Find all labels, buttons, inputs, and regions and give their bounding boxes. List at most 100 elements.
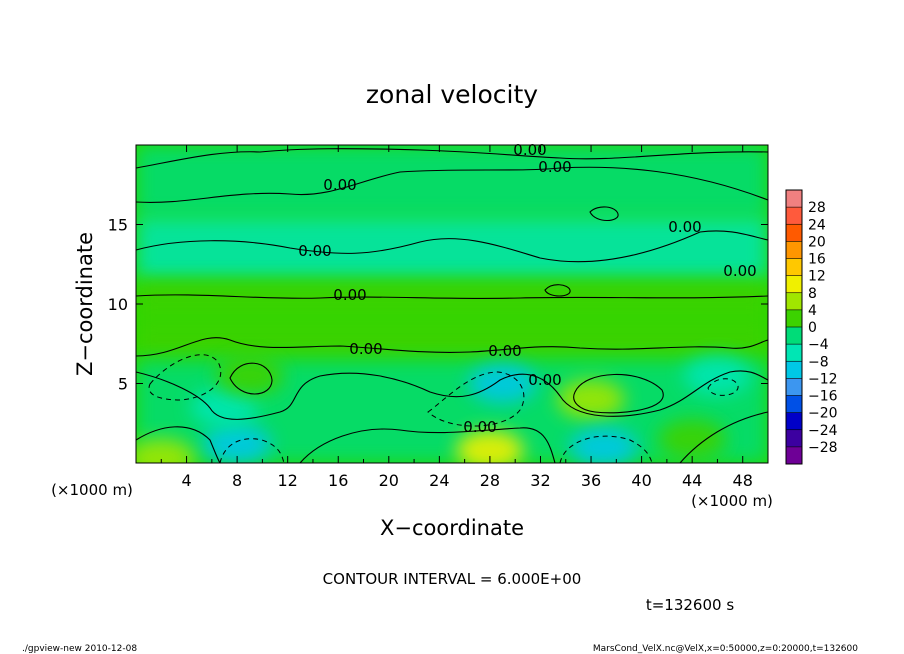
footer-right: MarsCond_VelX.nc@VelX,x=0:50000,z=0:2000…: [593, 644, 858, 654]
colorbar-segment: [786, 395, 802, 413]
contour-label: 0.00: [528, 371, 561, 389]
field-band: [136, 145, 768, 217]
y-unit-label: (×1000 m): [51, 481, 133, 499]
contour-line: [135, 426, 221, 464]
colorbar-label: 4: [808, 303, 817, 319]
contour-lines: [135, 148, 769, 464]
contour-line: [299, 427, 556, 464]
y-tick-label: 10: [108, 295, 128, 314]
x-tick-label: 4: [181, 471, 191, 490]
contour-label: 0.00: [668, 218, 701, 236]
contour-label: 0.00: [333, 286, 366, 304]
colorbar-segment: [786, 378, 802, 396]
colorbar-segment: [786, 258, 802, 276]
y-tick-label: 5: [118, 375, 128, 394]
colorbar-label: −24: [808, 423, 838, 439]
field-feature: [455, 430, 524, 463]
y-axis-label: Z−coordinate: [73, 232, 97, 376]
colorbar-label: −16: [808, 389, 838, 405]
colorbar-segment: [786, 241, 802, 259]
field-feature: [190, 387, 259, 428]
field-feature: [557, 379, 626, 420]
colorbar-segment: [786, 327, 802, 345]
contour-label: 0.00: [463, 418, 496, 436]
x-axis: 4 8 12 16 20 24 28 32 36 40 44 48: [160, 145, 753, 490]
colorbar-label: 24: [808, 217, 826, 233]
x-tick-label: 16: [328, 471, 348, 490]
contour-line: [135, 370, 769, 420]
x-tick-label: 24: [429, 471, 449, 490]
negative-contours: [148, 354, 739, 464]
x-tick-label: 48: [733, 471, 753, 490]
chart-title: zonal velocity: [366, 80, 538, 109]
field-band: [136, 216, 768, 281]
x-tick-label: 40: [631, 471, 651, 490]
contour-line-negative: [148, 354, 222, 401]
colorbar-segment: [786, 412, 802, 430]
field-feature: [203, 423, 272, 463]
contour-line: [229, 362, 273, 395]
field-feature: [569, 427, 638, 463]
contour-label: 0.00: [723, 262, 756, 280]
contour-label: 0.00: [298, 242, 331, 260]
x-axis-label: X−coordinate: [380, 516, 524, 540]
colorbar-segment: [786, 224, 802, 242]
colorbar-label: 16: [808, 252, 826, 268]
colorbar-label: 0: [808, 320, 817, 336]
field-band: [136, 319, 768, 360]
contour-label: 0.00: [538, 158, 571, 176]
contour-line: [544, 284, 571, 297]
contour-label: 0.00: [513, 141, 546, 159]
colorbar-label: −20: [808, 406, 838, 422]
colorbar-label: −8: [808, 354, 829, 370]
velocity-field: [136, 145, 768, 463]
x-tick-label: 8: [232, 471, 242, 490]
colorbar-segment: [786, 361, 802, 379]
colorbar-segment: [786, 190, 802, 208]
colorbar-label: 12: [808, 269, 826, 285]
colorbar-segment: [786, 446, 802, 464]
x-unit-label: (×1000 m): [691, 492, 773, 510]
contour-line: [679, 411, 769, 464]
field-feature: [468, 363, 537, 404]
contour-line-negative: [427, 371, 525, 427]
y-tick-label: 15: [108, 216, 128, 235]
contour-label: 0.00: [323, 176, 356, 194]
contour-line: [589, 206, 619, 222]
contour-line: [135, 294, 769, 300]
colorbar-label: −28: [808, 440, 838, 456]
colorbar-segment: [786, 344, 802, 362]
colorbar-label: 8: [808, 286, 817, 302]
colorbar-segment: [786, 429, 802, 447]
contour-line-negative: [707, 378, 739, 396]
field-band: [136, 280, 768, 320]
colorbar-label: 20: [808, 234, 826, 250]
field-feature: [658, 419, 727, 460]
contour-line: [135, 166, 769, 203]
x-tick-label: 12: [278, 471, 298, 490]
plot-area: 0.000.000.000.000.000.00 0.000.000.000.00…: [135, 141, 769, 464]
x-tick-label: 36: [581, 471, 601, 490]
contour-line-negative: [559, 435, 653, 464]
field-feature: [683, 355, 752, 396]
contour-labels: 0.000.000.000.000.000.00 0.000.000.000.00…: [298, 141, 756, 436]
colorbar-segment: [786, 292, 802, 310]
contour-line: [135, 337, 769, 357]
field-feature: [136, 438, 196, 463]
x-tick-label: 20: [379, 471, 399, 490]
x-tick-label: 32: [530, 471, 550, 490]
colorbar-label: 28: [808, 200, 826, 216]
colorbar-label: −4: [808, 337, 829, 353]
x-tick-label: 44: [682, 471, 702, 490]
contour-line: [135, 148, 769, 169]
contour-label: 0.00: [488, 342, 521, 360]
time-label: t=132600 s: [646, 596, 734, 614]
x-tick-label: 28: [480, 471, 500, 490]
colorbar-segment: [786, 275, 802, 293]
contour-interval: CONTOUR INTERVAL = 6.000E+00: [323, 570, 582, 588]
footer-left: ./gpview-new 2010-12-08: [22, 644, 137, 654]
colorbar-segment: [786, 207, 802, 225]
y-axis: 5 10 15: [108, 216, 768, 394]
